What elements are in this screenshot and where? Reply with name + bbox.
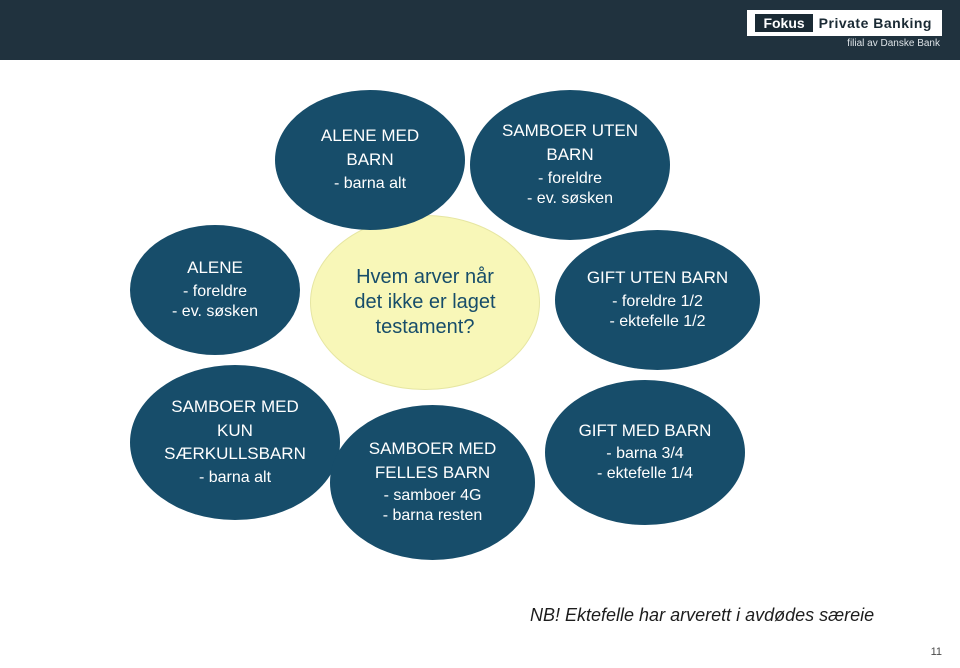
bubble-samboer-uten-barn-title-1: BARN [546,145,593,165]
bubble-gift-med-barn-line-0: - barna 3/4 [606,444,683,464]
bubble-samboer-med-saerkull-title-1: KUN [217,421,253,441]
brand-private: Private Banking [819,15,932,31]
footnote: NB! Ektefelle har arverett i avdødes sær… [530,605,874,626]
bubble-samboer-med-felles-barn-line-1: - barna resten [383,506,483,526]
bubble-alene-med-barn-title-0: ALENE MED [321,126,419,146]
center-line-1: det ikke er laget [354,290,495,315]
bubble-alene-med-barn: ALENE MED BARN - barna alt [275,90,465,230]
center-line-0: Hvem arver når [356,265,494,290]
bubble-alene: ALENE - foreldre- ev. søsken [130,225,300,355]
brand-box: Fokus Private Banking [747,10,942,36]
bubble-samboer-uten-barn-line-1: - ev. søsken [527,189,613,209]
bubble-gift-uten-barn-line-1: - ektefelle 1/2 [609,312,705,332]
bubble-samboer-uten-barn-line-0: - foreldre [538,169,602,189]
bubble-alene-line-0: - foreldre [183,282,247,302]
bubble-gift-med-barn-line-1: - ektefelle 1/4 [597,464,693,484]
bubble-samboer-med-felles-barn-title-1: FELLES BARN [375,463,490,483]
bubble-samboer-med-saerkull-title-2: SÆRKULLSBARN [164,444,306,464]
bubble-alene-line-1: - ev. søsken [172,302,258,322]
bubble-samboer-med-saerkull-line-0: - barna alt [199,468,271,488]
bubble-gift-uten-barn-line-0: - foreldre 1/2 [612,292,703,312]
brand-focus: Fokus [755,14,812,32]
bubble-samboer-med-felles-barn: SAMBOER MED FELLES BARN - samboer 4G- barn… [330,405,535,560]
bubble-gift-uten-barn: GIFT UTEN BARN - foreldre 1/2- ektefelle … [555,230,760,370]
center-line-2: testament? [376,315,475,340]
bubble-samboer-med-felles-barn-line-0: - samboer 4G [384,486,482,506]
bubble-samboer-uten-barn: SAMBOER UTEN BARN - foreldre- ev. søsken [470,90,670,240]
bubble-gift-med-barn-title-0: GIFT MED BARN [579,421,712,441]
bubble-alene-med-barn-line-0: - barna alt [334,174,406,194]
bubble-gift-uten-barn-title-0: GIFT UTEN BARN [587,268,728,288]
bubble-samboer-uten-barn-title-0: SAMBOER UTEN [502,121,638,141]
bubble-alene-title-0: ALENE [187,258,243,278]
page-number: 11 [931,646,942,658]
bubble-alene-med-barn-title-1: BARN [346,150,393,170]
bubble-samboer-med-saerkull-title-0: SAMBOER MED [171,397,299,417]
bubble-gift-med-barn: GIFT MED BARN - barna 3/4- ektefelle 1/4 [545,380,745,525]
bubble-samboer-med-felles-barn-title-0: SAMBOER MED [369,439,497,459]
diagram-stage: Hvem arver når det ikke er laget testame… [0,60,960,668]
center-bubble: Hvem arver når det ikke er laget testame… [310,215,540,390]
brand-subtitle: filial av Danske Bank [847,38,940,49]
bubble-samboer-med-saerkull: SAMBOER MED KUN SÆRKULLSBARN - barna alt [130,365,340,520]
